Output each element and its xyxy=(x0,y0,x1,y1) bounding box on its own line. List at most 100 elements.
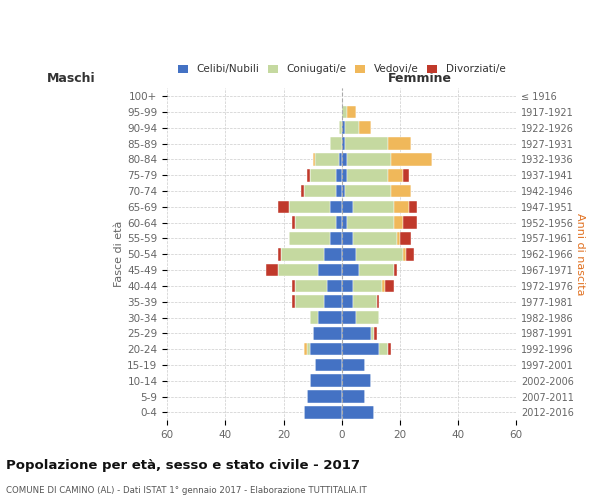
Bar xyxy=(313,327,341,340)
Bar xyxy=(304,406,341,418)
Bar xyxy=(341,264,359,276)
Bar xyxy=(301,184,304,198)
Bar xyxy=(336,216,341,229)
Bar xyxy=(341,390,365,403)
Bar xyxy=(347,169,388,181)
Text: Popolazione per età, sesso e stato civile - 2017: Popolazione per età, sesso e stato civil… xyxy=(6,460,360,472)
Bar xyxy=(356,248,403,260)
Bar xyxy=(339,153,341,166)
Bar xyxy=(409,200,417,213)
Bar xyxy=(304,184,336,198)
Bar xyxy=(316,153,339,166)
Text: COMUNE DI CAMINO (AL) - Dati ISTAT 1° gennaio 2017 - Elaborazione TUTTITALIA.IT: COMUNE DI CAMINO (AL) - Dati ISTAT 1° ge… xyxy=(6,486,367,495)
Bar xyxy=(371,327,374,340)
Bar xyxy=(341,327,371,340)
Bar xyxy=(295,296,324,308)
Bar xyxy=(341,122,344,134)
Legend: Celibi/Nubili, Coniugati/e, Vedovi/e, Divorziati/e: Celibi/Nubili, Coniugati/e, Vedovi/e, Di… xyxy=(174,60,509,78)
Bar xyxy=(394,200,409,213)
Bar xyxy=(341,374,371,387)
Bar xyxy=(307,169,310,181)
Bar xyxy=(379,343,388,355)
Bar xyxy=(341,248,356,260)
Bar xyxy=(292,216,295,229)
Bar xyxy=(400,232,412,245)
Bar xyxy=(278,248,281,260)
Bar xyxy=(391,184,412,198)
Bar xyxy=(341,200,353,213)
Bar xyxy=(341,153,347,166)
Bar xyxy=(347,153,391,166)
Bar xyxy=(403,248,406,260)
Bar xyxy=(330,200,341,213)
Bar xyxy=(324,296,341,308)
Bar xyxy=(310,169,336,181)
Bar xyxy=(310,311,319,324)
Bar xyxy=(336,184,341,198)
Bar xyxy=(388,138,412,150)
Bar xyxy=(330,232,341,245)
Bar xyxy=(359,122,371,134)
Bar xyxy=(403,169,409,181)
Bar xyxy=(353,232,397,245)
Bar xyxy=(341,280,353,292)
Bar xyxy=(289,232,330,245)
Bar xyxy=(307,390,341,403)
Bar xyxy=(403,216,417,229)
Bar xyxy=(341,184,344,198)
Bar xyxy=(341,232,353,245)
Bar xyxy=(356,311,379,324)
Bar xyxy=(266,264,278,276)
Bar xyxy=(319,311,341,324)
Bar xyxy=(339,122,341,134)
Bar xyxy=(336,169,341,181)
Bar xyxy=(316,358,341,372)
Bar xyxy=(341,296,353,308)
Bar xyxy=(388,343,391,355)
Bar xyxy=(304,343,307,355)
Bar xyxy=(330,138,341,150)
Bar xyxy=(347,106,356,118)
Bar xyxy=(347,216,394,229)
Bar xyxy=(295,216,336,229)
Bar xyxy=(344,122,359,134)
Y-axis label: Fasce di età: Fasce di età xyxy=(115,221,124,288)
Bar xyxy=(391,153,432,166)
Bar xyxy=(341,358,365,372)
Bar xyxy=(341,406,374,418)
Bar xyxy=(374,327,377,340)
Y-axis label: Anni di nascita: Anni di nascita xyxy=(575,213,585,296)
Bar xyxy=(344,184,391,198)
Bar xyxy=(359,264,394,276)
Bar xyxy=(341,343,379,355)
Bar xyxy=(292,280,295,292)
Bar xyxy=(319,264,341,276)
Bar xyxy=(341,138,344,150)
Bar xyxy=(353,296,377,308)
Bar xyxy=(394,216,403,229)
Bar xyxy=(310,343,341,355)
Bar xyxy=(385,280,394,292)
Bar xyxy=(341,311,356,324)
Bar xyxy=(327,280,341,292)
Bar xyxy=(289,200,330,213)
Bar xyxy=(353,280,382,292)
Bar xyxy=(324,248,341,260)
Bar xyxy=(341,216,347,229)
Bar xyxy=(295,280,327,292)
Bar xyxy=(397,232,400,245)
Bar xyxy=(406,248,415,260)
Bar xyxy=(310,374,341,387)
Bar xyxy=(292,296,295,308)
Bar xyxy=(278,200,289,213)
Bar xyxy=(388,169,403,181)
Bar xyxy=(382,280,385,292)
Bar xyxy=(394,264,397,276)
Bar xyxy=(377,296,379,308)
Text: Maschi: Maschi xyxy=(47,72,95,85)
Bar xyxy=(341,106,347,118)
Bar xyxy=(281,248,324,260)
Bar xyxy=(341,169,347,181)
Bar xyxy=(344,138,388,150)
Bar xyxy=(278,264,319,276)
